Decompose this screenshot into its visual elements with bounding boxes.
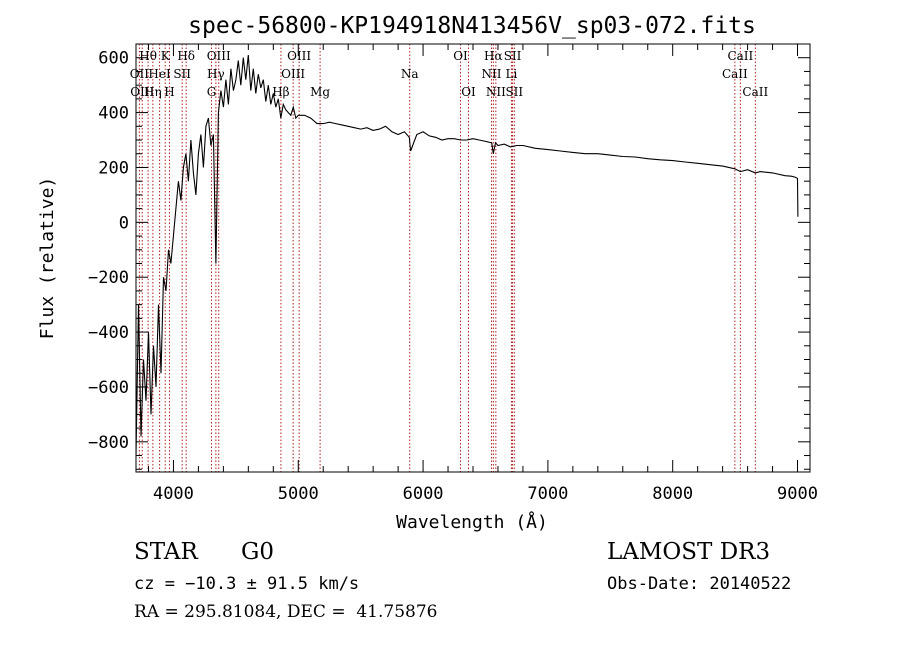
line-label-8: Hδ [177,49,195,63]
spectrum-line [136,54,799,456]
line-label-16: Na [401,67,419,81]
line-label-23: Li [506,67,518,81]
line-label-6: H [164,85,174,99]
object-subclass: G0 [241,539,275,565]
y-tick-label-5: −400 [88,323,129,343]
line-label-15: Mg [310,85,330,99]
y-axis-label: Flux (relative) [37,177,58,340]
line-label-17: OI [453,49,468,63]
line-label-25: CaII [727,49,753,63]
object-class: STAR [134,539,198,565]
y-tick-label-0: 600 [98,49,129,69]
redshift-cz: cz = −10.3 ± 91.5 km/s [134,574,360,594]
plot-frame [135,43,811,473]
x-tick-label-1: 5000 [278,484,319,504]
y-tick-label-1: 400 [98,104,129,124]
line-label-21: NII [486,85,506,99]
x-tick-label-0: 4000 [153,484,194,504]
x-tick-label-5: 9000 [777,484,818,504]
line-label-13: OIII [281,67,305,81]
x-tick-labels: 4000 5000 6000 7000 8000 9000 [153,484,818,504]
line-label-18: OI [461,85,476,99]
line-label-26: CaII [722,67,748,81]
observation-date: Obs-Date: 20140522 [607,574,792,594]
chart-title: spec-56800-KP194918N413456V_sp03-072.fit… [188,13,756,39]
line-label-27: CaII [742,85,768,99]
line-label-5: K [161,49,171,63]
y-tick-label-6: −600 [88,378,129,398]
x-tick-label-2: 6000 [403,484,444,504]
line-label-0: Hθ [139,49,157,63]
y-tick-label-4: −200 [88,268,129,288]
y-tick-label-2: 200 [98,158,129,178]
line-label-9: OIII [207,49,231,63]
axis-ticks [136,44,810,472]
line-label-24: SII [505,85,523,99]
line-label-10: Hγ [207,67,225,81]
line-label-19: Hα [484,49,503,63]
line-label-12: OIII [287,49,311,63]
line-label-7: SII [173,67,191,81]
x-axis-label: Wavelength (Å) [396,511,548,533]
x-tick-label-4: 8000 [652,484,693,504]
line-label-4: HeI [148,67,171,81]
sky-coordinates: RA = 295.81084, DEC = 41.75876 [134,602,438,622]
line-label-22: SII [504,49,522,63]
series-layer [136,54,799,456]
y-tick-label-3: 0 [119,213,129,233]
line-label-3: Hη [144,85,162,99]
line-label-1: OII [130,67,150,81]
line-label-20: NII [481,67,501,81]
survey-name: LAMOST DR3 [607,539,771,565]
spectral-line-markers [138,44,756,472]
line-label-14: Hβ [272,85,289,99]
y-tick-labels: 600 400 200 0 −200 −400 −600 −800 [88,49,129,453]
y-tick-label-7: −800 [88,433,129,453]
line-label-11: G [207,85,217,99]
x-tick-label-3: 7000 [527,484,568,504]
line-label-2: OIII [130,85,154,99]
